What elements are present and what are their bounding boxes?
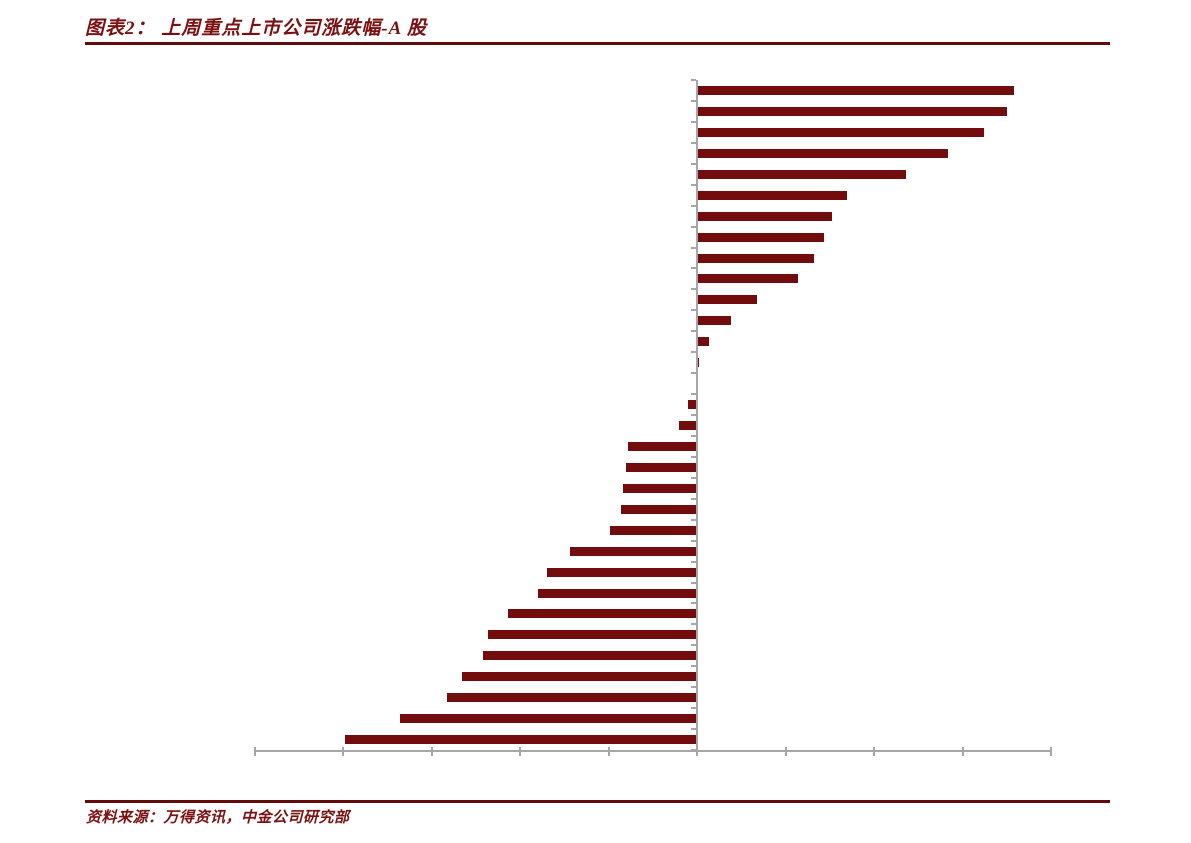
bar (697, 253, 814, 263)
y-axis-tick (691, 455, 696, 458)
bar (697, 211, 832, 221)
y-axis-tick (691, 372, 696, 375)
bar (482, 651, 698, 661)
bar (447, 693, 698, 703)
y-axis-tick (691, 225, 696, 228)
y-axis-tick (691, 707, 696, 710)
bar (697, 337, 710, 347)
title-divider-line (85, 42, 1110, 45)
x-axis-tick (873, 747, 875, 756)
y-axis-tick (691, 204, 696, 207)
figure-source-note: 资料来源：万得资讯，中金公司研究部 (86, 810, 350, 826)
x-axis-tick (696, 747, 698, 756)
y-axis-tick (691, 602, 696, 605)
bar (697, 190, 848, 200)
bar (697, 127, 984, 137)
y-axis-tick (691, 99, 696, 102)
bar (622, 483, 697, 493)
footer-divider-line (85, 800, 1110, 803)
y-axis-tick (691, 539, 696, 542)
y-axis-tick (691, 288, 696, 291)
y-axis-tick (691, 497, 696, 500)
bar (697, 316, 731, 326)
bar (537, 588, 697, 598)
y-axis-tick (691, 414, 696, 416)
y-axis-tick (691, 120, 696, 123)
y-axis-tick (691, 518, 696, 521)
y-axis-tick (691, 686, 696, 689)
y-axis-tick (691, 623, 696, 626)
bar (546, 567, 697, 577)
y-axis-tick (691, 476, 696, 479)
bar (626, 462, 697, 472)
bar (697, 86, 1014, 95)
bar (697, 106, 1007, 116)
x-axis-tick (961, 747, 964, 756)
y-axis-tick (691, 141, 696, 144)
bar (569, 546, 697, 556)
bar (488, 630, 698, 640)
y-axis-tick (691, 665, 696, 668)
bar (610, 525, 697, 535)
bar (344, 735, 697, 744)
bar (627, 441, 697, 451)
x-axis-tick (430, 747, 433, 756)
bar (697, 232, 825, 242)
bar (697, 274, 798, 284)
bar (688, 400, 697, 409)
y-axis-tick (691, 330, 696, 333)
y-axis-tick (691, 560, 696, 563)
y-axis-tick (691, 728, 696, 731)
y-axis-tick (691, 183, 696, 186)
bar (679, 421, 697, 430)
bar (399, 714, 698, 724)
bar (697, 148, 949, 158)
x-axis-tick (1050, 747, 1052, 756)
bar (620, 504, 697, 514)
y-axis-tick (691, 267, 696, 270)
bar (461, 672, 697, 682)
figure-title: 图表2： 上周重点上市公司涨跌幅-A 股 (85, 18, 427, 39)
y-axis-tick (691, 246, 696, 249)
y-axis-tick (691, 351, 696, 354)
y-axis-tick (691, 162, 696, 165)
x-axis-tick (253, 747, 256, 756)
x-axis-tick (342, 747, 344, 756)
x-axis-tick (519, 747, 521, 756)
y-axis-tick (691, 434, 696, 437)
y-axis-tick (691, 309, 696, 312)
x-axis-tick (784, 747, 787, 756)
x-axis (254, 750, 1051, 752)
bar (697, 295, 758, 305)
y-axis-tick (691, 644, 696, 647)
x-axis-tick (607, 747, 610, 756)
bar (697, 169, 906, 179)
y-axis-tick (691, 393, 696, 396)
y-axis-tick (691, 581, 696, 584)
y-axis (696, 80, 698, 752)
bar (507, 609, 697, 619)
y-axis-tick (691, 79, 696, 81)
